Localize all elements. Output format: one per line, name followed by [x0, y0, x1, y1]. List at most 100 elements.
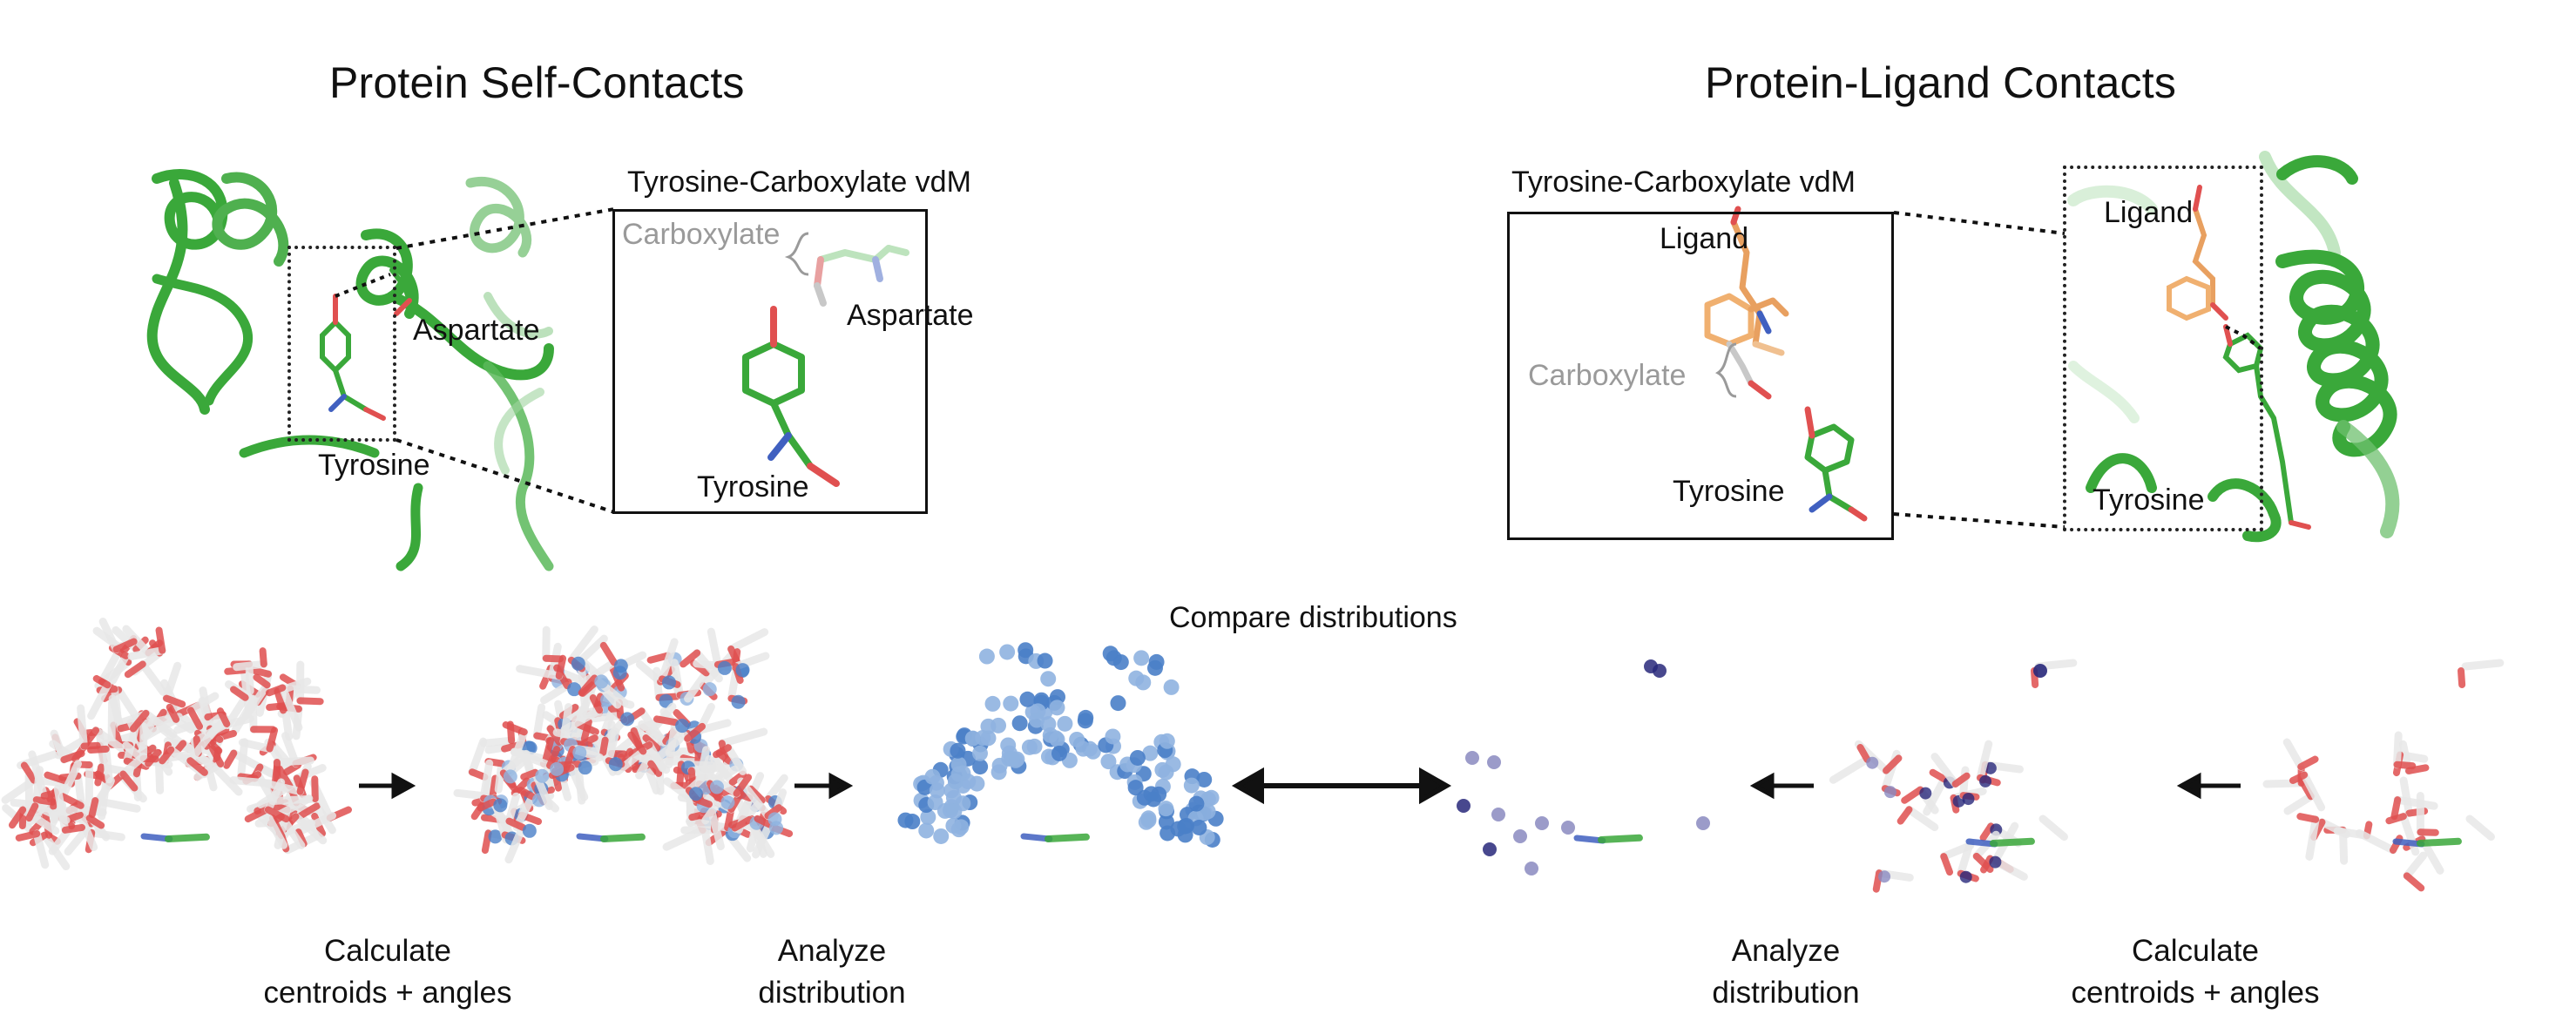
stick — [128, 664, 143, 674]
centroid-sphere — [951, 767, 967, 782]
label-tyrosine-structure-right: Tyrosine — [2093, 483, 2205, 517]
centroid-sphere — [675, 719, 689, 733]
stick — [2287, 742, 2301, 767]
stick — [472, 772, 485, 777]
stick — [65, 828, 82, 830]
centroid-sphere — [550, 762, 564, 776]
stick — [253, 699, 254, 729]
inset-box-left — [612, 209, 928, 514]
centroid-sphere — [1130, 750, 1146, 766]
centroid-sphere — [620, 712, 634, 726]
stick — [2043, 819, 2064, 837]
stick — [604, 837, 642, 839]
stick — [711, 632, 718, 665]
stick — [483, 740, 511, 743]
stick — [722, 732, 764, 743]
centroid-sphere — [504, 769, 517, 783]
centroid-sphere — [493, 798, 507, 812]
label-aspartate-inset: Aspartate — [847, 299, 974, 333]
centroid-sphere — [710, 780, 724, 794]
stick — [226, 754, 233, 766]
stick — [2394, 800, 2397, 816]
centroid-sphere — [718, 661, 732, 675]
centroid-sphere — [1561, 821, 1575, 835]
centroid-sphere — [950, 743, 965, 759]
stick — [2420, 842, 2458, 843]
zoom-lines-right — [1894, 213, 2065, 527]
centroid-sphere — [1191, 820, 1207, 835]
centroid-sphere — [1513, 829, 1527, 843]
centroid-sphere — [1030, 703, 1045, 719]
stick — [1904, 790, 1920, 801]
centroid-sphere — [1149, 654, 1165, 670]
stick — [731, 632, 764, 649]
centroid-sphere — [930, 782, 945, 798]
stick — [263, 651, 264, 664]
centroid-sphere — [946, 790, 962, 806]
stick — [546, 740, 551, 759]
stick — [269, 687, 282, 693]
centroid-sphere — [1979, 775, 1991, 788]
stick — [485, 833, 489, 850]
centroid-sphere — [1960, 871, 1972, 883]
stick — [559, 659, 563, 676]
stick — [1901, 809, 1910, 821]
stick — [19, 834, 37, 838]
centroid-sphere — [523, 824, 537, 838]
centroid-sphere — [972, 746, 988, 761]
arrow-right-icon — [359, 776, 411, 795]
stick — [91, 749, 106, 750]
centroid-sphere — [991, 764, 1007, 780]
centroid-sphere — [767, 812, 781, 826]
arrow-left-icon — [1755, 776, 1814, 795]
centroid-sphere — [1525, 862, 1538, 875]
centroid-sphere — [933, 828, 949, 844]
centroid-sphere — [609, 757, 623, 771]
centroid-sphere — [1128, 780, 1144, 795]
centroid-sphere — [703, 682, 717, 696]
stick — [301, 700, 321, 701]
stick — [2300, 816, 2316, 820]
centroid-sphere — [1012, 715, 1028, 731]
stick — [657, 719, 675, 722]
stick — [1993, 842, 2032, 843]
stick — [277, 760, 310, 762]
centroid-sphere — [1003, 696, 1018, 712]
stick — [1601, 838, 1640, 840]
centroid-sphere — [897, 813, 913, 828]
centroid-sphere — [1040, 671, 1056, 686]
centroid-sphere — [720, 795, 734, 809]
centroid-sphere — [1188, 796, 1204, 812]
label-tyrosine-inset: Tyrosine — [697, 470, 809, 504]
stick — [674, 663, 679, 695]
stick — [92, 801, 96, 815]
caption-line: Analyze — [1677, 930, 1895, 972]
compare-distributions-label: Compare distributions — [1169, 601, 1457, 635]
centroid-sphere — [1164, 679, 1180, 695]
stick — [2389, 816, 2404, 821]
stick — [2397, 735, 2398, 765]
stick — [270, 730, 275, 748]
stick-cloud-5 — [1833, 663, 2072, 889]
centroid-sphere — [1160, 733, 1175, 749]
centroid-sphere — [1962, 793, 1974, 805]
centroid-cloud-3 — [897, 642, 1223, 848]
centroid-sphere — [924, 769, 940, 785]
stick — [2301, 760, 2315, 767]
centroid-sphere — [578, 760, 592, 774]
caption-left-calculate: Calculate centroids + angles — [253, 930, 523, 1014]
centroid-sphere — [965, 731, 981, 747]
label-tyrosine-structure: Tyrosine — [318, 449, 430, 483]
caption-line: distribution — [723, 972, 941, 1014]
caption-line: Calculate — [2056, 930, 2335, 972]
stick-cloud-1 — [5, 622, 348, 867]
centroid-sphere — [1009, 752, 1024, 767]
stick — [1833, 760, 1867, 781]
centroid-sphere — [1878, 870, 1890, 882]
centroid-sphere — [1140, 810, 1156, 826]
stick — [251, 670, 268, 674]
centroid-sphere — [999, 644, 1015, 659]
centroid-sphere — [1158, 801, 1173, 816]
centroid-sphere — [980, 719, 996, 734]
centroid-sphere — [1159, 765, 1174, 781]
